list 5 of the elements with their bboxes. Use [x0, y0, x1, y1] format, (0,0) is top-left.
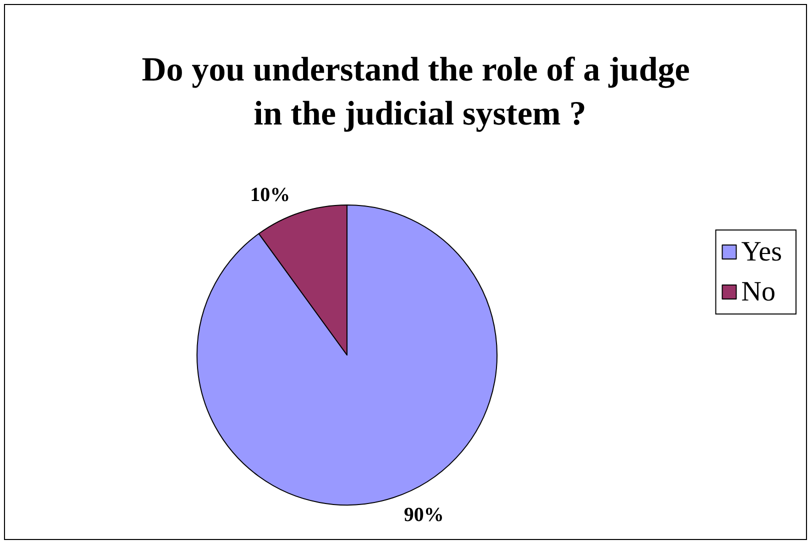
data-label: 90%: [404, 504, 444, 526]
legend-label: No: [741, 276, 776, 308]
data-label: 10%: [250, 184, 290, 206]
chart-title: Do you understand the role of a judge in the judicial system ?: [142, 52, 698, 132]
legend-label: Yes: [741, 236, 782, 268]
